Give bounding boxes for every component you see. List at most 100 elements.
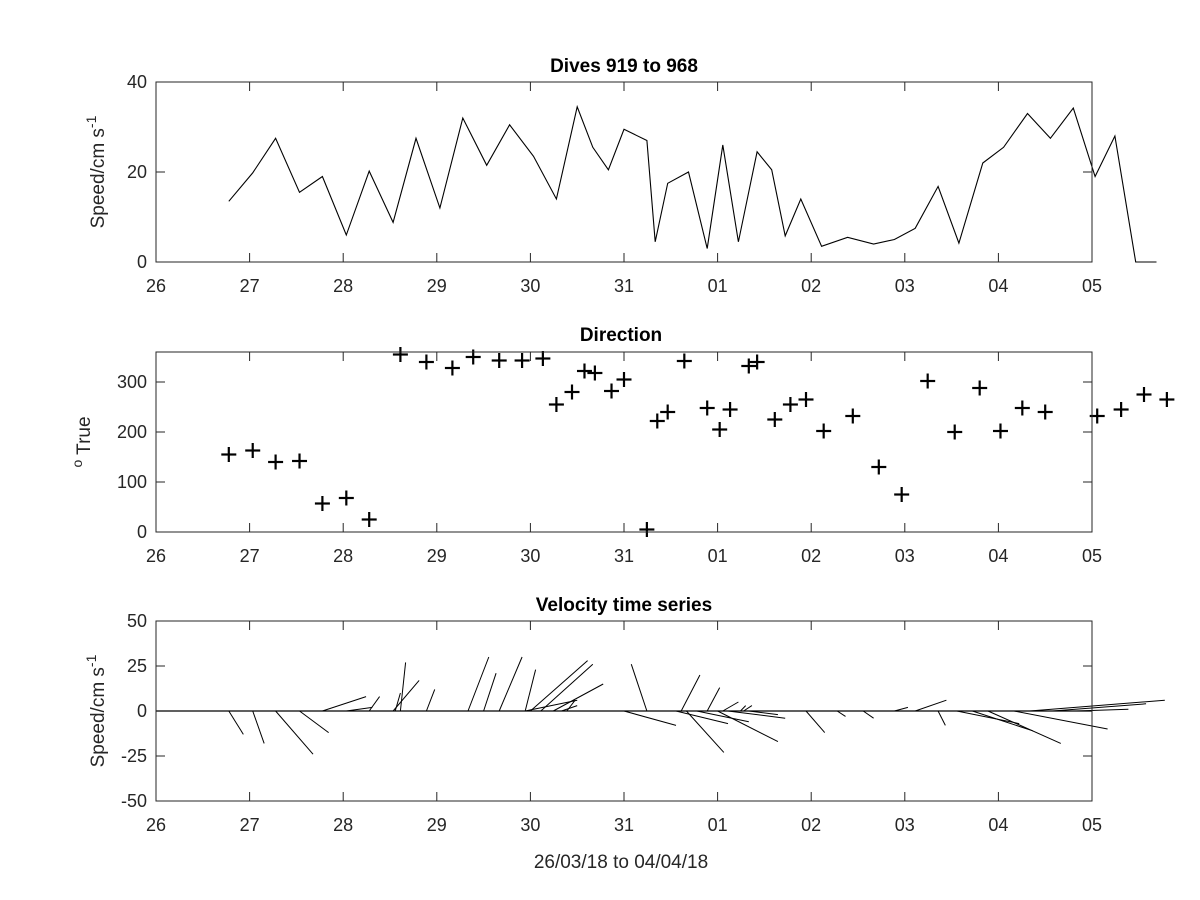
- direction-marker: [782, 397, 798, 412]
- velocity-stick: [915, 699, 947, 712]
- velocity-xtick-label: 01: [708, 815, 728, 835]
- velocity-ytick-label: 25: [127, 656, 147, 676]
- speed-xtick-label: 28: [333, 276, 353, 296]
- speed-xtick-label: 04: [988, 276, 1008, 296]
- direction-panel-axes-box: [155, 351, 1093, 533]
- direction-panel-ticks: 26 27 28 29 30 31 01 02 03 04 05 0 100 200 300: [117, 352, 1102, 566]
- direction-marker: [564, 384, 580, 400]
- velocity-stick: [972, 710, 1033, 732]
- direction-marker: [712, 422, 728, 437]
- speed-panel: Dives 919 to 968 Speed/cm s-1 26 27 28 29 30…: [83, 56, 1157, 296]
- velocity-panel: Velocity time series Speed/cm s-1 26/03/…: [83, 595, 1165, 873]
- direction-marker: [992, 423, 1008, 439]
- velocity-panel-title: Velocity time series: [536, 595, 712, 616]
- velocity-stick: [1013, 710, 1108, 730]
- speed-ylabel-base: Speed/cm s: [88, 128, 109, 228]
- direction-xtick-label: 30: [520, 546, 540, 566]
- speed-panel-ylabel: Speed/cm s-1: [83, 115, 109, 228]
- direction-marker: [749, 354, 765, 370]
- velocity-xtick-label: 30: [520, 815, 540, 835]
- velocity-stick: [525, 699, 578, 712]
- velocity-stick: [425, 689, 436, 712]
- speed-xtick-label: 02: [801, 276, 821, 296]
- speed-xtick-label: 26: [146, 276, 166, 296]
- velocity-stick: [680, 674, 701, 712]
- direction-marker: [676, 353, 692, 369]
- direction-panel-ylabel: o True: [69, 416, 95, 467]
- velocity-xtick-label: 29: [427, 815, 447, 835]
- direction-marker: [548, 397, 564, 412]
- direction-marker: [947, 424, 963, 440]
- velocity-stick: [1029, 699, 1165, 712]
- direction-ytick-label: 0: [137, 522, 147, 542]
- direction-xtick-label: 29: [427, 546, 447, 566]
- direction-panel-data: [221, 347, 1175, 537]
- velocity-stick: [686, 710, 725, 753]
- velocity-ytick-label: -25: [121, 746, 147, 766]
- speed-panel-data: [228, 104, 1157, 263]
- direction-marker: [616, 372, 632, 387]
- direction-marker: [314, 496, 330, 511]
- speed-panel-axes-box: [155, 81, 1093, 263]
- velocity-ytick-label: 50: [127, 611, 147, 631]
- speed-ytick-label: 20: [127, 162, 147, 182]
- direction-marker: [639, 522, 655, 537]
- velocity-stick: [394, 692, 401, 712]
- velocity-xtick-label: 28: [333, 815, 353, 835]
- speed-xtick-label: 29: [427, 276, 447, 296]
- direction-marker: [361, 512, 377, 527]
- direction-marker: [1113, 402, 1129, 417]
- velocity-xtick-label: 26: [146, 815, 166, 835]
- velocity-stick: [937, 710, 946, 726]
- velocity-stick: [1076, 708, 1129, 712]
- velocity-xtick-label: 02: [801, 815, 821, 835]
- direction-marker: [741, 358, 757, 374]
- direction-marker: [845, 408, 861, 424]
- velocity-stick: [717, 710, 779, 743]
- direction-marker: [604, 383, 620, 399]
- direction-marker: [649, 413, 665, 429]
- velocity-stick: [743, 705, 753, 712]
- speed-xtick-label: 03: [895, 276, 915, 296]
- direction-marker: [920, 373, 936, 389]
- direction-ytick-label: 200: [117, 422, 147, 442]
- direction-panel: Direction o True 26 27 28 29 30 31 01 02 03 04 05 0…: [69, 325, 1175, 566]
- direction-marker: [1159, 392, 1175, 407]
- direction-xtick-label: 28: [333, 546, 353, 566]
- direction-ytick-label: 300: [117, 372, 147, 392]
- speed-xtick-label: 30: [520, 276, 540, 296]
- direction-marker: [1037, 404, 1053, 420]
- direction-marker: [221, 447, 237, 462]
- direction-marker: [767, 412, 783, 427]
- speed-ytick-label: 0: [137, 252, 147, 272]
- direction-marker: [268, 454, 284, 470]
- direction-marker: [972, 380, 988, 396]
- velocity-stick: [696, 710, 749, 723]
- velocity-stick: [498, 656, 523, 712]
- velocity-stick: [675, 710, 729, 725]
- velocity-ytick-label: -50: [121, 791, 147, 811]
- velocity-stick: [561, 705, 578, 712]
- velocity-xtick-label: 04: [988, 815, 1008, 835]
- velocity-panel-data: [156, 656, 1165, 755]
- speed-ylabel-sup: -1: [83, 115, 99, 128]
- velocity-stick: [836, 710, 846, 717]
- direction-marker: [576, 363, 592, 379]
- direction-marker: [894, 487, 910, 502]
- direction-xtick-label: 27: [240, 546, 260, 566]
- velocity-stick: [987, 710, 1062, 744]
- velocity-stick: [805, 710, 826, 733]
- velocity-stick: [322, 696, 367, 712]
- direction-panel-title: Direction: [580, 325, 662, 346]
- direction-marker: [338, 490, 354, 506]
- velocity-stick: [740, 705, 747, 712]
- direction-xtick-label: 26: [146, 546, 166, 566]
- velocity-panel-ylabel: Speed/cm s-1: [83, 654, 109, 767]
- velocity-stick: [862, 710, 874, 719]
- direction-ylabel-base: True: [74, 416, 95, 459]
- direction-ylabel-sup: o: [69, 460, 85, 468]
- velocity-stick: [553, 683, 604, 712]
- direction-marker: [798, 392, 814, 407]
- direction-xtick-label: 04: [988, 546, 1008, 566]
